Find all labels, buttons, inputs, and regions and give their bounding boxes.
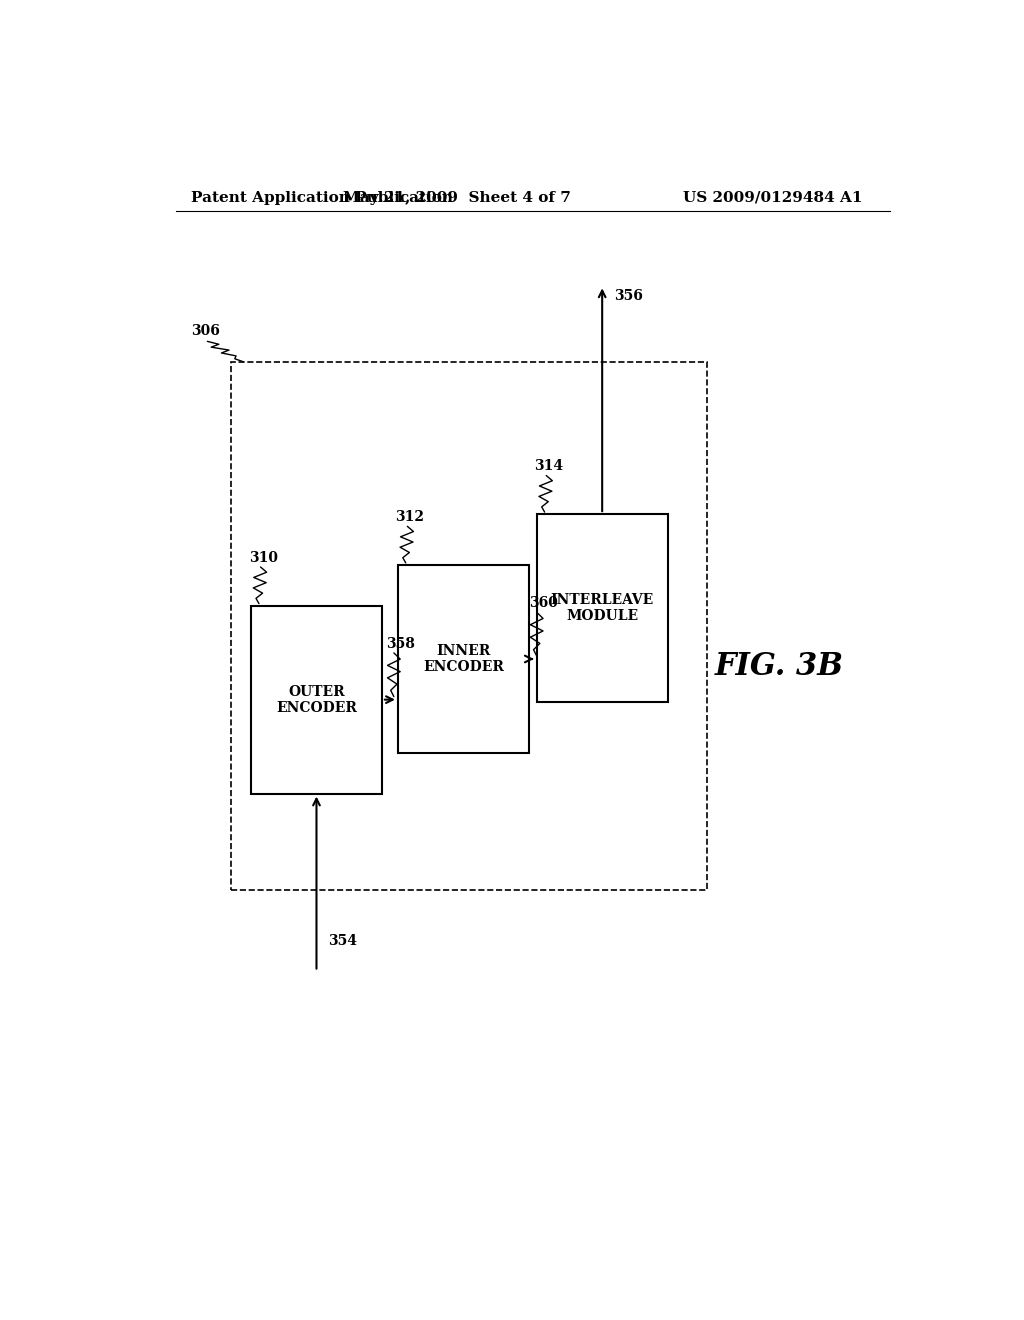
Text: Patent Application Publication: Patent Application Publication xyxy=(191,190,454,205)
Text: 306: 306 xyxy=(191,325,220,338)
Text: 310: 310 xyxy=(249,550,278,565)
Text: US 2009/0129484 A1: US 2009/0129484 A1 xyxy=(683,190,862,205)
Text: 354: 354 xyxy=(329,935,357,948)
Text: 356: 356 xyxy=(614,289,643,302)
Bar xyxy=(231,362,708,890)
Text: 314: 314 xyxy=(535,459,563,474)
Text: INNER
ENCODER: INNER ENCODER xyxy=(423,644,504,675)
Text: May 21, 2009  Sheet 4 of 7: May 21, 2009 Sheet 4 of 7 xyxy=(343,190,571,205)
Text: 358: 358 xyxy=(386,636,415,651)
Text: 312: 312 xyxy=(395,511,424,524)
Bar xyxy=(397,565,528,752)
Text: 360: 360 xyxy=(528,597,558,610)
Bar xyxy=(251,606,382,793)
Text: OUTER
ENCODER: OUTER ENCODER xyxy=(276,685,357,714)
Bar xyxy=(537,513,668,702)
Text: INTERLEAVE
MODULE: INTERLEAVE MODULE xyxy=(551,593,653,623)
Text: FIG. 3B: FIG. 3B xyxy=(715,651,843,682)
